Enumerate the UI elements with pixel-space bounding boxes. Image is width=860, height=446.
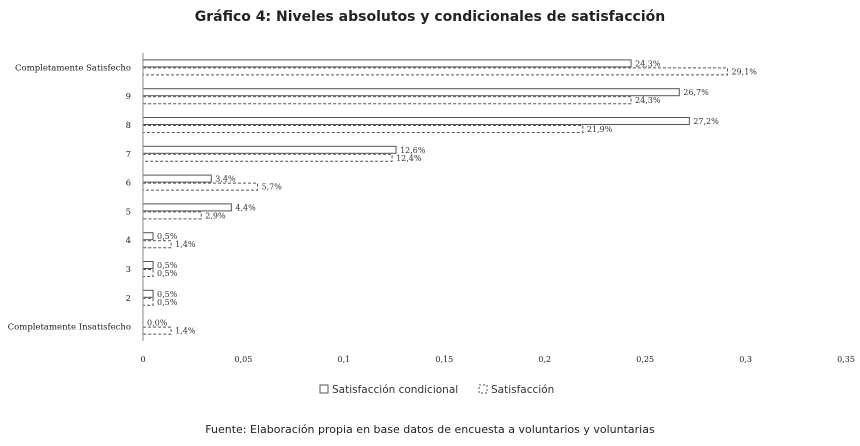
bars-group: 24,3% 29,1% 26,7% 24,3% 27,2% 21,9% 12,6%12,4%… [142,59,757,336]
x-tick-label: 0 [140,355,145,364]
satisfaccion-bar [142,182,258,191]
x-tick-label: 0,25 [636,355,654,364]
data-label: 24,3% [635,59,661,68]
source-note: Fuente: Elaboración propia en base datos… [205,423,655,436]
data-label: 1,4% [175,327,196,336]
x-tick-label: 0,3 [739,355,752,364]
data-label: 0,5% [157,269,178,278]
satisfaccion-bar [142,67,728,76]
satisfaccion-bar [142,269,154,277]
satisfaccion-bar [142,297,154,306]
satisfaccion-bar [142,96,632,105]
data-label: 3,4% [215,175,236,184]
x-tick-label: 0,1 [337,355,350,364]
satisfaccion-condicional-bar [142,174,212,183]
satisfaccion-condicional-bar [142,145,397,154]
category-label: 7 [126,150,131,160]
satisfaccion-bar [142,153,393,162]
data-label: 2,9% [205,211,226,220]
satisfaccion-condicional-bar [142,117,690,125]
x-tick-label: 0,35 [837,355,855,364]
satisfaccion-condicional-bar [142,59,632,68]
satisfaccion-condicional-bar [142,289,154,298]
data-label: 21,9% [587,125,613,134]
data-label: 0,5% [157,261,178,270]
legend-swatch-condicional [319,384,329,394]
data-label: 12,4% [396,154,422,163]
category-label: 6 [126,179,131,189]
satisfaccion-condicional-bar [142,232,154,241]
satisfaccion-bar [142,211,202,220]
data-label: 24,3% [635,96,661,105]
category-label: 9 [126,92,131,102]
chart-title: Gráfico 4: Niveles absolutos y condicion… [194,9,666,25]
x-tick-label: 0,2 [538,355,551,364]
satisfaccion-bar [142,326,172,335]
legend-label-condicional: Satisfacción condicional [332,384,458,396]
category-label: 2 [126,294,131,304]
data-label: 29,1% [731,67,757,76]
data-label: 0,5% [157,298,178,307]
category-label: Completamente Satisfecho [15,63,131,73]
data-label: 12,6% [400,146,426,155]
satisfaccion-condicional-bar [142,203,232,212]
data-label: 0,0% [147,319,168,328]
category-label: 5 [126,207,131,217]
axes-group: Completamente Satisfecho 9 8 7 6 5 4 3 2 Completa… [8,53,855,364]
satisfaccion-condicional-bar [142,261,154,269]
data-label: 27,2% [693,117,719,126]
category-label: 3 [126,265,131,275]
data-label: 4,4% [235,203,256,212]
satisfaccion-bar [142,125,584,133]
data-label: 26,7% [683,88,709,97]
x-tick-label: 0,15 [435,355,453,364]
data-label: 0,5% [157,290,178,299]
category-label: Completamente Insatisfecho [8,323,131,333]
category-label: 4 [126,236,131,246]
satisfaccion-condicional-bar [142,88,680,97]
category-label: 8 [126,121,131,131]
data-label: 1,4% [175,240,196,249]
satisfaccion-bar [142,240,172,249]
legend-label-satisfaccion: Satisfacción [491,384,554,396]
data-label: 5,7% [261,183,282,192]
legend: Satisfacción condicional Satisfacción [319,384,554,396]
data-label: 0,5% [157,232,178,241]
x-tick-label: 0,05 [235,355,253,364]
legend-swatch-satisfaccion [478,384,488,394]
